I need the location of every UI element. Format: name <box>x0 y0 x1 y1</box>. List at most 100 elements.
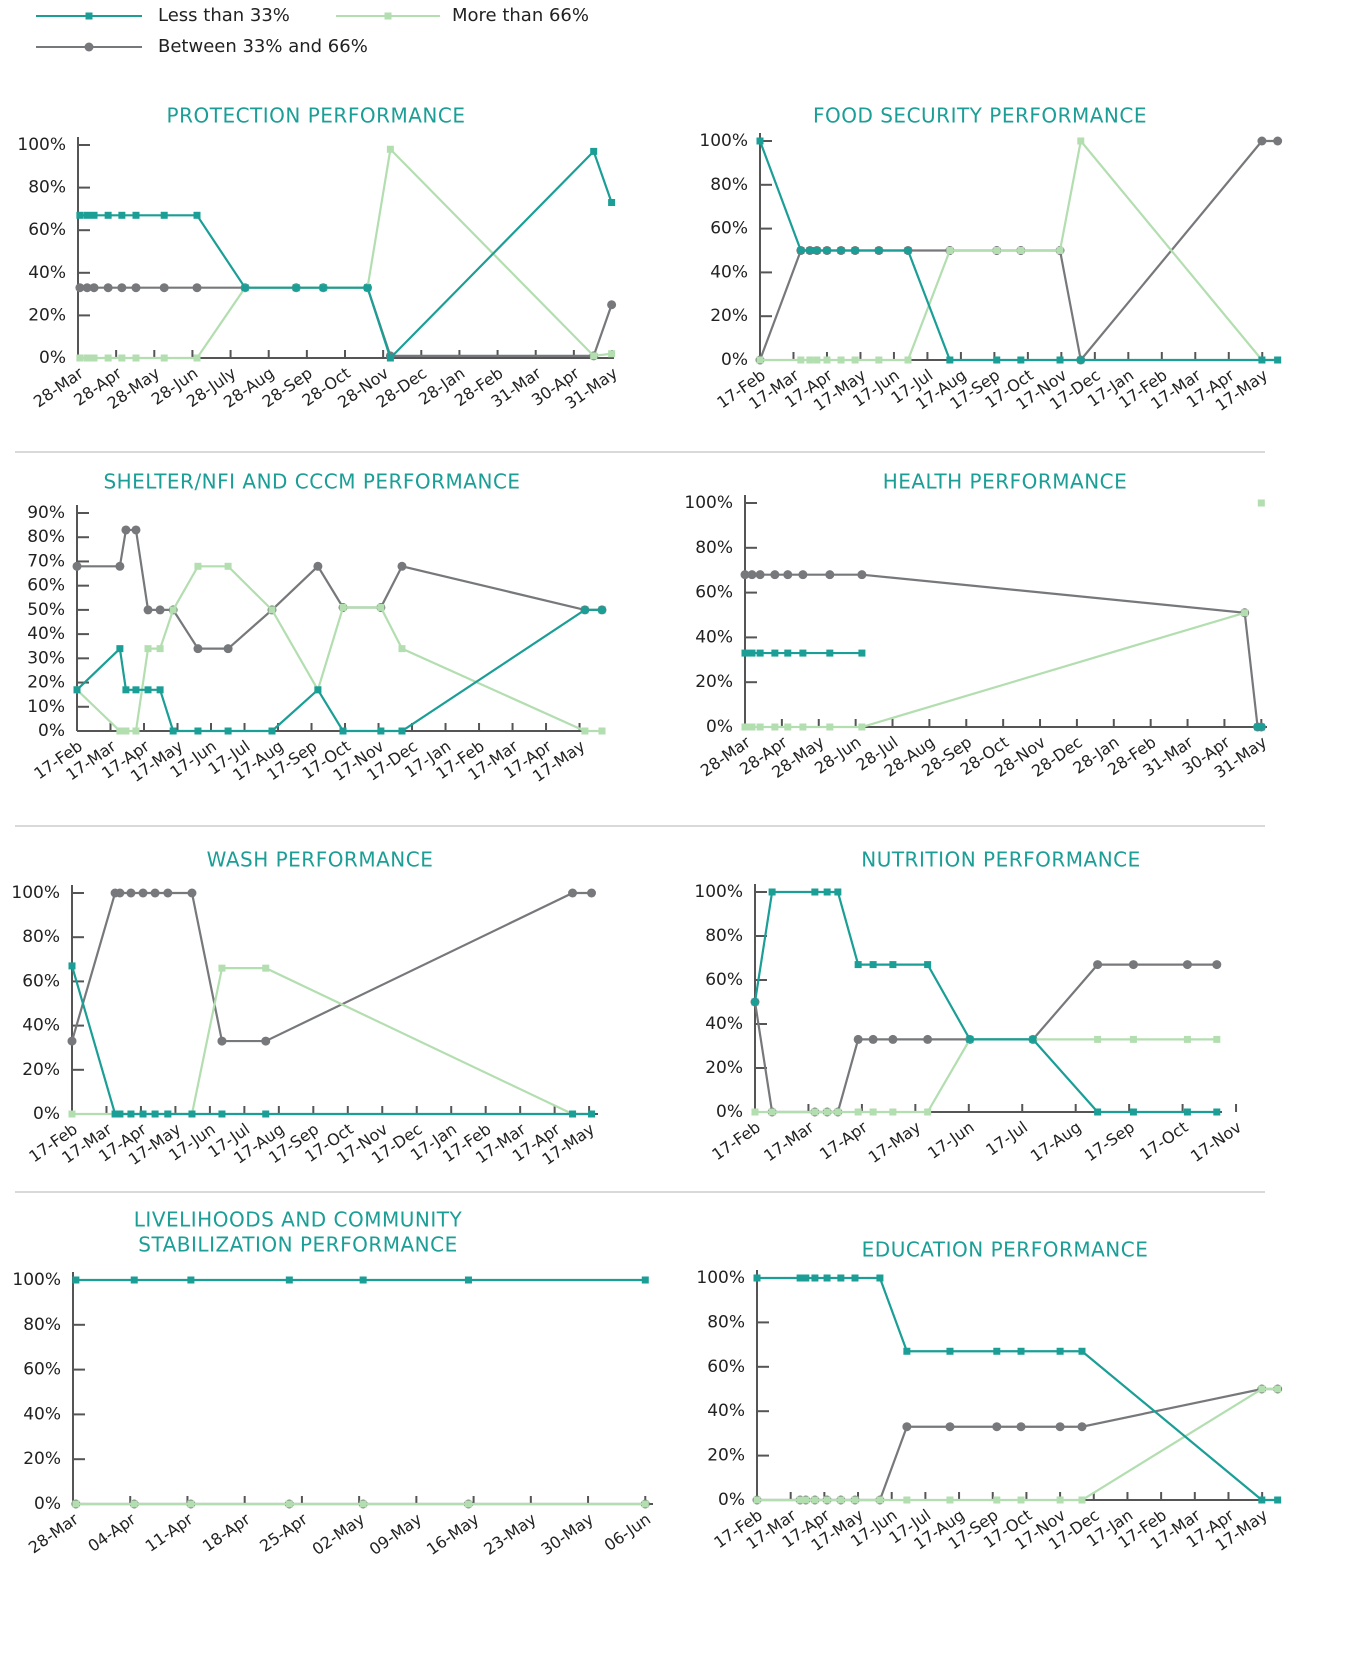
x-tick-label: 09-May <box>366 1509 425 1559</box>
point <box>1056 1496 1064 1504</box>
y-tick-label: 0% <box>721 350 748 370</box>
point <box>924 1108 932 1116</box>
point <box>753 1274 761 1282</box>
y-tick-label: 0% <box>706 717 733 737</box>
point <box>194 562 202 570</box>
series-line <box>757 1276 1278 1502</box>
point <box>1093 960 1103 970</box>
y-tick-label: 40% <box>28 263 66 283</box>
series-line <box>76 608 602 733</box>
series-line <box>70 965 592 1116</box>
x-tick-label: 16-May <box>423 1509 482 1559</box>
point <box>116 727 124 735</box>
point <box>90 211 98 219</box>
x-tick-label: 17-Feb <box>708 1117 764 1164</box>
point <box>797 356 805 364</box>
point <box>875 356 883 364</box>
point <box>823 1496 831 1504</box>
point <box>857 570 867 580</box>
y-tick-label: 40% <box>695 627 733 647</box>
point <box>132 686 140 694</box>
point <box>127 1110 135 1118</box>
point <box>1077 1422 1087 1432</box>
point <box>1258 1496 1266 1504</box>
point <box>813 247 821 254</box>
point <box>1017 1347 1025 1355</box>
point <box>568 888 578 898</box>
point <box>903 1496 911 1504</box>
point <box>268 606 276 614</box>
point <box>581 727 589 735</box>
point <box>1077 356 1085 364</box>
point <box>993 247 1001 254</box>
point <box>945 1422 955 1432</box>
point <box>837 247 845 254</box>
point <box>811 1274 819 1282</box>
point <box>1258 1385 1266 1393</box>
y-tick-label: 80% <box>27 527 65 547</box>
point <box>966 1035 974 1043</box>
point <box>1182 960 1192 970</box>
point <box>1017 1496 1025 1504</box>
y-tick-label: 60% <box>28 220 66 240</box>
y-tick-label: 60% <box>705 970 743 990</box>
y-tick-label: 40% <box>710 262 748 282</box>
point <box>1129 1108 1137 1116</box>
point <box>823 1274 831 1282</box>
x-tick-label: 06-Jun <box>601 1509 655 1554</box>
point <box>797 247 805 254</box>
point <box>116 645 124 653</box>
point <box>756 723 764 731</box>
point <box>904 247 912 254</box>
point <box>73 686 81 694</box>
point <box>1274 1385 1282 1393</box>
point <box>1128 960 1138 970</box>
point <box>193 354 201 362</box>
point <box>130 1500 138 1508</box>
chart-title: HEALTH PERFORMANCE <box>883 470 1128 494</box>
point <box>796 1496 804 1504</box>
point <box>187 888 197 898</box>
point <box>339 603 347 611</box>
point <box>132 727 140 735</box>
point <box>1212 960 1222 970</box>
y-tick-label: 60% <box>23 1360 61 1380</box>
chart: SHELTER/NFI AND CCCM PERFORMANCE 0% 10% 20%… <box>27 470 607 786</box>
point <box>768 888 776 896</box>
point <box>904 356 912 364</box>
point <box>84 42 94 52</box>
point <box>598 606 606 614</box>
point <box>103 283 113 293</box>
point <box>799 649 807 657</box>
point <box>285 1276 293 1284</box>
legend-label: Less than 33% <box>158 5 290 26</box>
point <box>117 283 127 293</box>
point <box>876 1496 884 1504</box>
point <box>854 1108 862 1116</box>
chart-title: STABILIZATION PERFORMANCE <box>138 1233 457 1257</box>
point <box>802 1274 810 1282</box>
point <box>993 356 1001 364</box>
chart: PROTECTION PERFORMANCE 0% 20% 40% 60% 80% 100%… <box>17 104 620 413</box>
point <box>806 356 814 364</box>
point <box>1129 1035 1137 1043</box>
point <box>151 1110 159 1118</box>
x-tick-label: 17-May <box>865 1117 924 1167</box>
point <box>397 561 407 571</box>
point <box>751 998 759 1006</box>
series-line <box>757 1387 1278 1502</box>
point <box>741 649 749 657</box>
point <box>1257 136 1267 146</box>
point <box>1274 1496 1282 1504</box>
point <box>811 888 819 896</box>
point <box>889 1108 897 1116</box>
point <box>1241 609 1249 617</box>
y-tick-label: 80% <box>22 927 60 947</box>
point <box>588 1110 596 1118</box>
series-line <box>753 890 1217 1114</box>
series-line <box>79 286 613 357</box>
point <box>590 147 598 155</box>
point <box>132 354 140 362</box>
point <box>902 1422 912 1432</box>
